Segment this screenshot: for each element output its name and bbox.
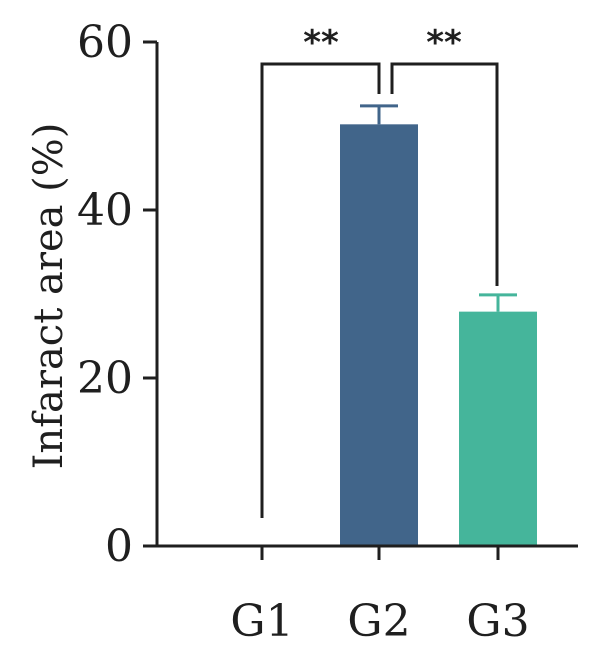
sig-bracket-g1-g2 xyxy=(260,62,381,518)
bar-g2 xyxy=(340,124,418,546)
x-tick-label-g1: G1 xyxy=(230,596,293,647)
significance-brackets: ** ** xyxy=(260,23,499,518)
x-tick-label-g3: G3 xyxy=(466,596,529,647)
y-tick-label-60: 60 xyxy=(77,17,133,68)
x-tick-label-g2: G2 xyxy=(347,596,410,647)
plot-area: 0 20 40 60 G1 G2 G3 ** ** xyxy=(77,17,578,647)
bar-g3 xyxy=(459,311,537,546)
sig-bracket-g2-g3 xyxy=(390,62,499,286)
sig-label-g2-g3: ** xyxy=(426,23,462,63)
y-tick-label-40: 40 xyxy=(77,185,133,236)
y-tick-label-0: 0 xyxy=(105,521,133,572)
y-tick-label-20: 20 xyxy=(77,353,133,404)
y-axis-title: Infaract area (%) xyxy=(26,123,72,470)
sig-label-g1-g2: ** xyxy=(303,23,339,63)
y-axis-title-group: Infaract area (%) xyxy=(26,123,72,470)
